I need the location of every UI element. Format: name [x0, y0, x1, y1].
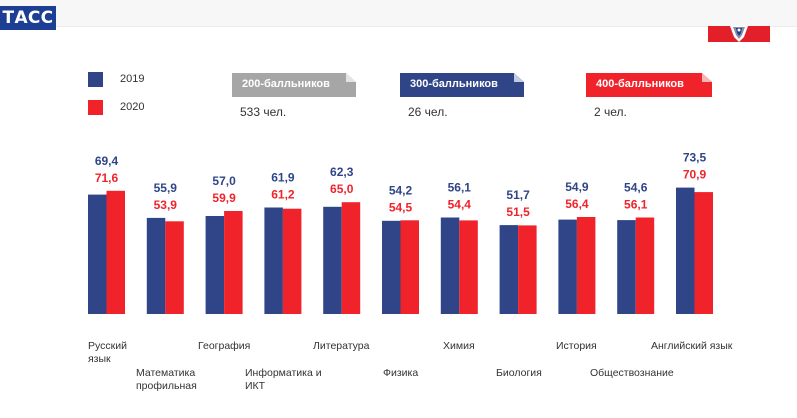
category-label-10: Английский язык: [651, 340, 732, 353]
category-label-1-line-0: Математика: [136, 367, 196, 379]
category-label-5: Физика: [383, 367, 418, 380]
value-label-2020-3: 61,2: [271, 188, 295, 202]
category-label-8-line-0: История: [556, 340, 597, 352]
category-label-6: Химия: [443, 340, 475, 353]
value-label-2019-8: 54,9: [565, 180, 589, 194]
category-label-3-line-0: Информатика и: [245, 367, 322, 379]
value-label-2019-7: 51,7: [506, 188, 530, 202]
value-label-2019-2: 57,0: [212, 174, 236, 188]
legend-label-2020: 2020: [120, 101, 145, 113]
bar-2020-9: [635, 217, 655, 314]
category-label-1: Математика профильная: [136, 367, 197, 393]
bar-2019-6: [440, 217, 460, 314]
bar-2020-5: [400, 220, 419, 314]
category-label-7: Биология: [496, 367, 542, 380]
tag-400-label: 400-балльников: [596, 78, 684, 90]
value-label-2020-9: 56,1: [624, 198, 648, 212]
category-label-4: Литература: [313, 340, 369, 353]
category-label-0: Русский язык: [88, 340, 127, 366]
legend-swatch-2020: [88, 100, 103, 115]
category-label-9-line-0: Обществознание: [590, 367, 674, 379]
bar-2019-7: [499, 225, 519, 314]
bar-2019-9: [617, 220, 636, 314]
tag-300-count: 26 чел.: [408, 105, 448, 119]
bar-2019-2: [205, 216, 225, 314]
category-label-6-line-0: Химия: [443, 340, 475, 352]
category-label-8: История: [556, 340, 597, 353]
bar-2019-3: [264, 207, 283, 314]
bar-2020-3: [282, 208, 302, 314]
category-label-3-line-1: ИКТ: [245, 380, 266, 392]
bar-2020-4: [341, 202, 361, 314]
coat-of-arms-icon: [708, 26, 770, 42]
bar-2020-10: [694, 192, 713, 314]
category-label-3: Информатика и ИКТ: [245, 367, 322, 393]
value-label-2019-3: 61,9: [271, 171, 295, 185]
top-band: [0, 0, 797, 27]
value-label-2019-9: 54,6: [624, 181, 648, 195]
value-label-2019-0: 69,4: [95, 154, 119, 168]
bar-2020-6: [459, 220, 478, 314]
bar-2020-2: [224, 211, 243, 314]
category-label-2: География: [198, 340, 250, 353]
tag-300-label: 300-балльников: [410, 78, 498, 90]
value-label-2019-5: 54,2: [389, 183, 413, 197]
category-label-4-line-0: Литература: [313, 340, 370, 352]
value-label-2019-10: 73,5: [683, 151, 707, 165]
value-label-2020-7: 51,5: [506, 205, 530, 219]
value-label-2019-1: 55,9: [154, 181, 178, 195]
bar-2019-10: [676, 187, 695, 314]
category-label-0-line-0: Русский: [88, 340, 127, 352]
bar-2019-8: [558, 219, 577, 314]
bar-2019-0: [88, 194, 107, 314]
bar-2019-4: [323, 206, 342, 314]
bar-2020-8: [576, 217, 596, 314]
category-label-7-line-0: Биология: [496, 367, 542, 379]
value-label-2019-6: 56,1: [448, 181, 472, 195]
bar-2019-5: [382, 220, 401, 314]
value-label-2019-4: 62,3: [330, 165, 354, 179]
bar-2019-1: [146, 217, 166, 314]
tag-200-count: 533 чел.: [240, 105, 287, 119]
tass-logo: ТАСС: [0, 6, 56, 30]
legend-label-2019: 2019: [120, 73, 145, 85]
value-label-2020-4: 65,0: [330, 182, 354, 196]
value-label-2020-6: 54,4: [448, 198, 472, 212]
category-label-10-line-0: Английский язык: [651, 340, 733, 352]
tag-200-label: 200-балльников: [242, 78, 330, 90]
value-label-2020-1: 53,9: [154, 198, 178, 212]
bar-2020-7: [518, 225, 537, 314]
value-label-2020-5: 54,5: [389, 200, 413, 214]
value-label-2020-8: 56,4: [565, 197, 589, 211]
legend-swatch-2019: [88, 72, 103, 87]
bar-2020-1: [165, 221, 184, 314]
value-label-2020-10: 70,9: [683, 168, 707, 182]
bar-2020-0: [106, 190, 125, 314]
value-label-2020-0: 71,6: [95, 171, 119, 185]
category-label-9: Обществознание: [590, 367, 674, 380]
tag-400-count: 2 чел.: [594, 105, 627, 119]
category-label-1-line-1: профильная: [136, 380, 197, 392]
category-label-5-line-0: Физика: [383, 367, 419, 379]
value-label-2020-2: 59,9: [212, 191, 236, 205]
category-label-2-line-0: География: [198, 340, 251, 352]
category-label-0-line-1: язык: [88, 353, 111, 365]
